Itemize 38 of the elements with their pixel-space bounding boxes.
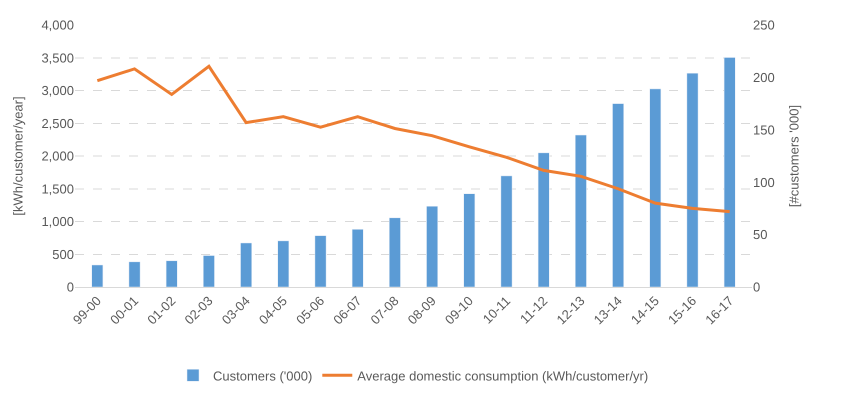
y-tick-label: 3,000	[41, 83, 74, 98]
bar	[426, 206, 438, 287]
y-tick-label: 3,500	[41, 50, 74, 66]
y2-tick-label: 250	[753, 18, 775, 33]
bar	[91, 264, 104, 287]
bar	[649, 88, 662, 287]
y-axis-title: [kWh/customer/year]	[10, 96, 26, 216]
bar	[500, 176, 512, 287]
y-tick-label: 0	[66, 280, 74, 295]
bar	[724, 57, 736, 287]
bar	[686, 72, 698, 287]
y-tick-label: 1,500	[41, 181, 74, 196]
y-tick-label: 1,000	[41, 214, 74, 230]
bar	[389, 218, 401, 287]
legend-label: Customers ('000)	[213, 368, 312, 384]
bar	[128, 262, 140, 287]
bar	[314, 235, 326, 287]
bar	[203, 255, 215, 287]
y2-axis-title: [#customers '000]	[786, 104, 802, 208]
y2-tick-label: 150	[753, 122, 775, 138]
bar	[352, 229, 364, 287]
bar	[538, 152, 550, 287]
bar	[463, 193, 476, 287]
bar	[277, 240, 290, 287]
line-series	[96, 64, 732, 214]
y-tick-label: 500	[52, 246, 74, 262]
y2-tick-label: 50	[753, 227, 768, 242]
y-tick-label: 4,000	[41, 18, 74, 33]
bar	[575, 134, 587, 287]
bar	[166, 260, 178, 287]
bar	[612, 103, 624, 287]
legend-label: Average domestic consumption (kWh/customer/yr)	[357, 368, 648, 384]
y2-tick-label: 0	[753, 280, 760, 295]
y2-tick-label: 100	[753, 174, 775, 190]
y-tick-label: 2,500	[41, 116, 74, 131]
y-tick-label: 2,000	[41, 148, 74, 164]
y2-tick-label: 200	[753, 70, 775, 85]
bar	[240, 242, 252, 287]
